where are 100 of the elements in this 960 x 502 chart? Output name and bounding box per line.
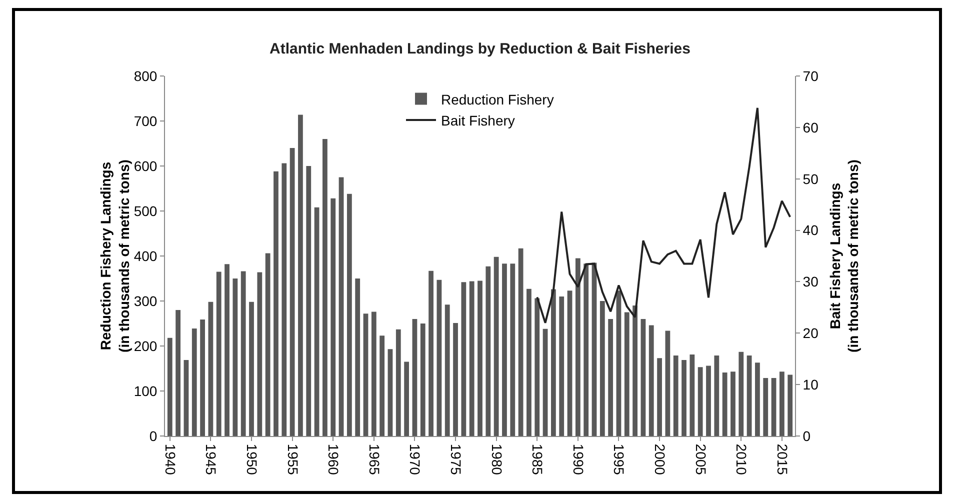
y-tick-label: 400 (134, 248, 158, 264)
bar (673, 355, 678, 436)
x-tick-label: 1975 (448, 444, 464, 476)
x-tick-label: 1955 (284, 444, 301, 476)
bar (657, 358, 662, 436)
x-tick-label: 1970 (407, 444, 424, 476)
y2-tick-label: 70 (802, 68, 819, 84)
y-tick-label: 100 (134, 382, 158, 399)
bar (730, 372, 736, 436)
bar (665, 330, 670, 436)
bar (208, 302, 214, 436)
bar (330, 198, 336, 436)
bar (282, 163, 287, 436)
bar (265, 253, 270, 436)
bar (494, 256, 499, 436)
bar (322, 139, 328, 436)
x-tick-label: 1940 (162, 444, 178, 476)
bar (396, 329, 401, 436)
bar (616, 290, 622, 436)
bar (510, 264, 516, 436)
x-tick-label: 1945 (203, 444, 220, 476)
y-tick-label: 600 (134, 158, 158, 174)
bar (436, 280, 442, 436)
bar (682, 360, 686, 436)
bar (746, 355, 752, 436)
bar (298, 114, 303, 436)
y2-tick-label: 30 (802, 274, 819, 290)
bar (346, 194, 352, 436)
bar (192, 328, 197, 436)
bar (738, 352, 744, 436)
bar (363, 314, 368, 436)
bar (380, 336, 385, 436)
bar (771, 378, 776, 436)
bar (420, 324, 426, 436)
x-tick-label: 1990 (570, 444, 586, 476)
y-axis-title: Reduction Fishery Landings (in thousands of metric tons) (98, 160, 132, 352)
bar (249, 302, 254, 436)
bar (690, 354, 695, 436)
bar (184, 360, 189, 436)
bar (788, 374, 793, 436)
bar (371, 312, 376, 436)
x-tick-label: 1950 (244, 444, 260, 476)
bar (706, 366, 711, 436)
bar (608, 319, 614, 436)
bar (559, 296, 564, 436)
bar (502, 264, 507, 436)
bar (240, 271, 246, 436)
y2-tick-label: 50 (802, 170, 819, 187)
bar (274, 171, 278, 436)
bar (453, 323, 458, 436)
y2-tick-label: 60 (802, 119, 819, 136)
bar (575, 258, 580, 436)
y2-tick-label: 40 (802, 222, 819, 238)
legend-label: Reduction Fishery (441, 91, 554, 108)
x-tick-label: 2000 (652, 444, 668, 476)
bar (567, 290, 572, 436)
bar (469, 281, 474, 436)
bar (755, 362, 760, 436)
bar (257, 272, 262, 436)
bar (779, 372, 784, 436)
bar (404, 362, 409, 436)
bar (232, 278, 238, 436)
y-tick-label: 500 (134, 202, 158, 219)
x-tick-label: 1985 (530, 444, 546, 476)
x-tick-label: 1980 (488, 444, 505, 476)
bar (551, 289, 556, 436)
y-tick-label: 700 (134, 112, 158, 129)
y2-axis-title: Bait Fishery Landings (in thousands of metric tons) (827, 160, 862, 352)
bar (648, 325, 654, 436)
x-tick-label: 1965 (366, 444, 382, 476)
x-tick-label: 2005 (692, 444, 709, 476)
y2-tick-label: 10 (802, 376, 819, 392)
bar (698, 367, 703, 436)
bar (167, 338, 172, 436)
x-tick-label: 1960 (326, 444, 342, 476)
bar (534, 298, 540, 436)
bar (355, 278, 360, 436)
bar (200, 319, 205, 436)
y-tick-label: 200 (134, 338, 158, 354)
y2-tick-label: 0 (802, 428, 811, 444)
bar (412, 319, 418, 436)
bar (444, 304, 450, 436)
bar (632, 306, 638, 436)
bar (584, 264, 589, 436)
bar (224, 264, 230, 436)
bar (486, 266, 491, 436)
bar (624, 312, 630, 436)
bar (290, 148, 295, 436)
bar (338, 177, 344, 436)
chart-title: Atlantic Menhaden Landings by Reduction & Bait Fisheries (270, 40, 690, 58)
bar (600, 301, 605, 436)
bar (518, 248, 524, 436)
legend-label: Bait Fishery (441, 112, 515, 128)
bar (542, 328, 548, 436)
line-series (536, 106, 792, 324)
bar (461, 282, 466, 436)
bar (306, 166, 312, 436)
bar (388, 349, 393, 436)
bar (176, 310, 181, 436)
bar (763, 378, 768, 436)
